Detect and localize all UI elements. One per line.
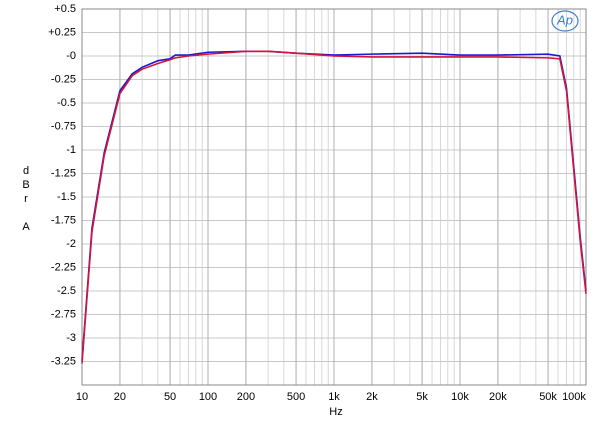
y-tick-label: -2.75 — [51, 308, 76, 320]
y-tick-label: -1.75 — [51, 214, 76, 226]
y-tick-label: -1 — [66, 144, 76, 156]
y-tick-label: -0.5 — [57, 97, 76, 109]
x-tick-label: 10k — [451, 391, 469, 403]
x-axis-label: Hz — [329, 406, 342, 418]
y-tick-label: -0.75 — [51, 120, 76, 132]
logo-ring — [551, 10, 579, 32]
x-tick-label: 1k — [328, 391, 340, 403]
x-tick-label: 500 — [287, 391, 305, 403]
y-tick-label: -1.5 — [57, 191, 76, 203]
y-tick-label: -3.25 — [51, 355, 76, 367]
logo: Ap — [556, 12, 573, 27]
plot-frame — [81, 8, 587, 386]
y-tick-label: +0.5 — [54, 3, 76, 15]
x-tick-label: 20k — [489, 391, 507, 403]
y-tick-label: -0.25 — [51, 73, 76, 85]
x-tick-label: 20 — [114, 391, 126, 403]
y-tick-label: -0 — [66, 50, 76, 62]
x-tick-label: 2k — [366, 391, 378, 403]
y-tick-label: -2.25 — [51, 261, 76, 273]
y-tick-label: -3 — [66, 332, 76, 344]
data-line — [81, 50, 587, 364]
x-tick-label: 100k — [562, 391, 586, 403]
y-tick-label: -1.25 — [51, 167, 76, 179]
y-tick-label: -2.5 — [57, 285, 76, 297]
x-tick-label: 100 — [199, 391, 217, 403]
x-tick-label: 10 — [76, 391, 88, 403]
x-tick-label: 50k — [539, 391, 557, 403]
x-tick-label: 50 — [164, 391, 176, 403]
x-tick-label: 5k — [416, 391, 428, 403]
y-axis-label: dBr A — [20, 165, 32, 235]
y-tick-label: -2 — [66, 238, 76, 250]
x-tick-label: 200 — [237, 391, 255, 403]
y-tick-label: +0.25 — [48, 26, 76, 38]
